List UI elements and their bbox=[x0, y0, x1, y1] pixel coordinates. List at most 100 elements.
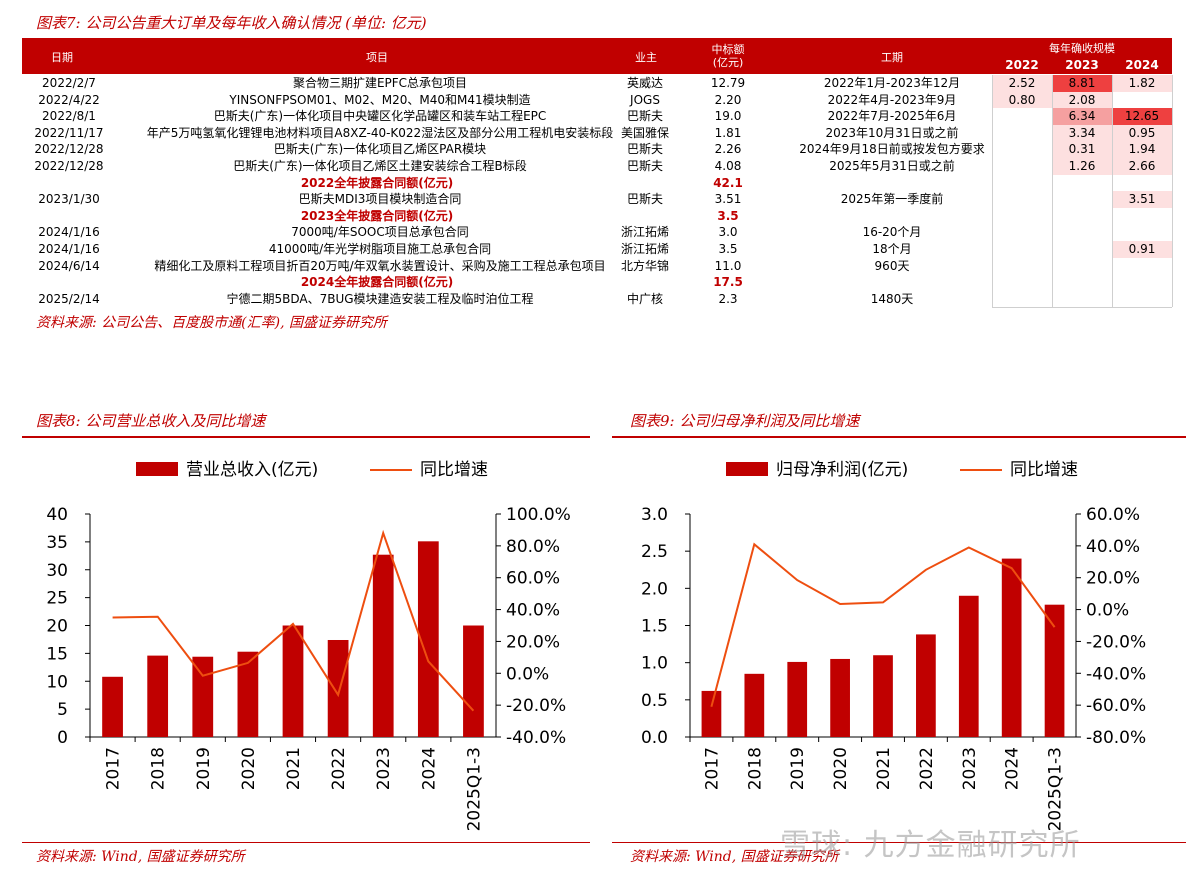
right-tick-label: 100.0% bbox=[506, 505, 571, 525]
cell-y2024: 12.65 bbox=[1112, 108, 1172, 125]
cell-owner: 巴斯夫 bbox=[626, 159, 663, 173]
summary-label: 2023全年披露合同额(亿元) bbox=[300, 208, 454, 223]
cell-y2023 bbox=[1052, 224, 1112, 241]
cell-amount: 4.08 bbox=[714, 159, 742, 173]
x-tick-label: 2019 bbox=[788, 747, 808, 790]
cell-y2022 bbox=[992, 224, 1052, 241]
cell-amount: 12.79 bbox=[710, 76, 746, 90]
cell-period: 18个月 bbox=[872, 242, 912, 256]
right-tick-label: 60.0% bbox=[1086, 505, 1140, 525]
year-col-line bbox=[1052, 75, 1053, 308]
cell-y2023 bbox=[1052, 291, 1112, 308]
bar bbox=[744, 673, 765, 737]
table-row: 2025/2/14 宁德二期5BDA、7BUG模块建造安装工程及临时泊位工程 中广核… bbox=[22, 291, 1172, 308]
chart8-svg: 0 5 10 15 20 25 30 35 40 -40.0% -20.0% 0.0% 20.0% 40.… bbox=[46, 460, 571, 831]
cell-y2023 bbox=[1052, 191, 1112, 208]
cell-y2024: 1.82 bbox=[1112, 75, 1172, 92]
cell-amount: 3.51 bbox=[714, 192, 742, 207]
bar bbox=[327, 639, 349, 737]
right-tick-label: -20.0% bbox=[506, 696, 566, 716]
legend-bar-swatch bbox=[726, 462, 768, 476]
table-row: 2022/12/28 巴斯夫(广东)一体化项目乙烯区土建安装综合工程B标段 巴斯夫 4… bbox=[22, 158, 1172, 175]
table-row: 2022/8/1 巴斯夫(广东)一体化项目中央罐区化学品罐区和装车站工程EPC 巴斯… bbox=[22, 108, 1172, 125]
cell-y2024: 0.95 bbox=[1112, 124, 1172, 142]
cell-y2022 bbox=[992, 158, 1052, 175]
cell-period: 2022年7月-2025年6月 bbox=[827, 109, 957, 124]
cell-amount: 2.26 bbox=[714, 142, 742, 157]
bar bbox=[916, 634, 936, 737]
cell-project: 年产5万吨氢氧化锂锂电池材料项目A8XZ-40-K022湿法区及部分公用工程机电… bbox=[146, 125, 614, 140]
cell-period: 2022年4月-2023年9月 bbox=[827, 92, 957, 107]
cell-period: 2024年9月18日前或按发包方要求 bbox=[799, 142, 985, 157]
header-date: 日期 bbox=[51, 51, 73, 64]
table-row: 2024/1/16 41000吨/年光学树脂项目施工总承包合同 浙江拓烯 3.5 18个… bbox=[22, 241, 1172, 258]
cell-project: 巴斯夫(广东)一体化项目乙烯区PAR模块 bbox=[273, 142, 487, 157]
right-tick-label: -40.0% bbox=[1086, 664, 1146, 684]
chart8-rule bbox=[22, 436, 590, 438]
left-tick-label: 35 bbox=[46, 533, 68, 553]
bar bbox=[372, 554, 394, 737]
cell-owner: 巴斯夫 bbox=[626, 142, 663, 157]
cell-amount: 11.0 bbox=[714, 258, 742, 273]
cell-period: 2022年1月-2023年12月 bbox=[823, 76, 961, 90]
x-tick-label: 2022 bbox=[917, 747, 937, 790]
cell-amount: 3.0 bbox=[718, 225, 738, 240]
summary-amount: 3.5 bbox=[717, 208, 739, 223]
table-row: 2024/1/16 7000吨/年SOOC项目总承包合同 浙江拓烯 3.0 16-20个… bbox=[22, 224, 1172, 241]
left-tick-label: 1.5 bbox=[641, 617, 668, 637]
cell-y2023 bbox=[1052, 241, 1112, 258]
legend-line-label: 同比增速 bbox=[420, 460, 488, 480]
x-tick-label: 2017 bbox=[104, 747, 124, 790]
right-tick-label: 20.0% bbox=[1086, 569, 1140, 589]
summary-row: 2024全年披露合同额(亿元) 17.5 bbox=[22, 274, 1172, 291]
cell-amount: 2.20 bbox=[714, 92, 742, 107]
left-tick-label: 2.0 bbox=[641, 579, 668, 599]
table-row: 2024/6/14 精细化工及原料工程项目折百20万吨/年双氧水装置设计、采购及施… bbox=[22, 258, 1172, 275]
left-tick-label: 40 bbox=[46, 505, 68, 525]
legend-bar-label: 营业总收入(亿元) bbox=[186, 460, 318, 480]
header-amount: 中标额 (亿元) bbox=[711, 43, 745, 69]
year-col-line bbox=[992, 75, 993, 308]
x-tick-label: 2018 bbox=[745, 747, 765, 790]
bar bbox=[237, 651, 259, 737]
table-row: 2022/11/17 年产5万吨氢氧化锂锂电池材料项目A8XZ-40-K022湿法… bbox=[22, 124, 1172, 142]
cell-date: 2025/2/14 bbox=[38, 291, 100, 306]
header-owner: 业主 bbox=[635, 51, 657, 64]
chart8-title: 图表8: 公司营业总收入及同比增速 bbox=[36, 412, 266, 430]
year-2024: 2024 bbox=[1125, 58, 1159, 72]
title-rule bbox=[22, 38, 1172, 40]
cell-date: 2024/1/16 bbox=[38, 242, 100, 256]
cell-y2023: 3.34 bbox=[1052, 124, 1112, 142]
chart9-svg: 0.0 0.5 1.0 1.5 2.0 2.5 3.0 -80.0% -60.0% -40.0% -… bbox=[641, 460, 1146, 831]
cell-y2024: 2.66 bbox=[1112, 158, 1172, 175]
right-tick-label: 40.0% bbox=[1086, 537, 1140, 557]
cell-date: 2024/1/16 bbox=[38, 225, 100, 240]
left-tick-label: 30 bbox=[46, 561, 68, 581]
x-tick-label: 2017 bbox=[702, 747, 722, 790]
cell-project: 7000吨/年SOOC项目总承包合同 bbox=[291, 225, 469, 240]
cell-owner: JOGS bbox=[630, 92, 660, 107]
x-tick-label: 2024 bbox=[1003, 747, 1023, 790]
cell-project: 聚合物三期扩建EPFC总承包项目 bbox=[292, 76, 468, 90]
x-tick-label: 2020 bbox=[831, 747, 851, 790]
cell-y2022 bbox=[992, 291, 1052, 308]
chart9-bottom-rule bbox=[612, 842, 1186, 843]
bar bbox=[1001, 558, 1022, 737]
cell-period: 2023年10月31日或之前 bbox=[825, 125, 959, 140]
watermark: 雪球: 九方金融研究所 bbox=[780, 828, 1081, 863]
year-col-line bbox=[1172, 75, 1173, 308]
cell-y2022: 2.52 bbox=[992, 75, 1052, 92]
right-tick-label: -20.0% bbox=[1086, 632, 1146, 652]
cell-date: 2022/12/28 bbox=[34, 142, 104, 157]
cell-period: 16-20个月 bbox=[862, 225, 922, 240]
cell-y2024: 0.91 bbox=[1112, 241, 1172, 258]
cell-date: 2022/2/7 bbox=[42, 76, 96, 90]
cell-y2022 bbox=[992, 258, 1052, 275]
table-row: 2022/4/22 YINSONFPSOM01、M02、M20、M40和M41模块… bbox=[22, 91, 1172, 109]
cell-date: 2024/6/14 bbox=[38, 258, 100, 273]
legend-bar-label: 归母净利润(亿元) bbox=[776, 460, 908, 480]
x-tick-label: 2021 bbox=[284, 747, 304, 790]
cell-y2022: 0.80 bbox=[992, 91, 1052, 109]
x-tick-label: 2022 bbox=[329, 747, 349, 790]
legend-line-label: 同比增速 bbox=[1010, 460, 1078, 480]
